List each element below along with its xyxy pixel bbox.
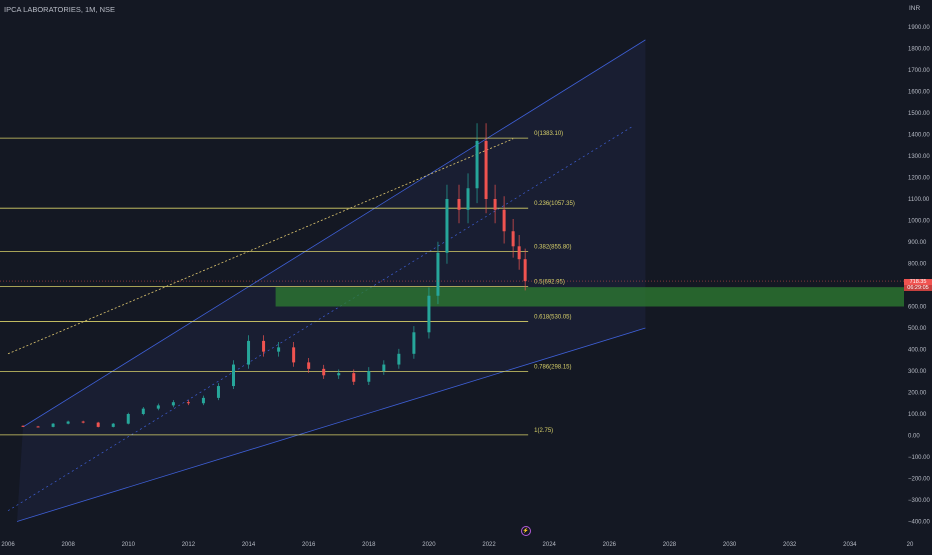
y-tick-label: 1300.00	[908, 154, 930, 160]
candle	[51, 423, 55, 427]
candle	[111, 423, 115, 427]
fib-label: 0.5(692.95)	[534, 280, 565, 286]
y-tick-label: 1500.00	[908, 111, 930, 117]
x-tick-label: 2008	[61, 542, 75, 548]
y-tick-label: 1400.00	[908, 133, 930, 139]
candle	[445, 199, 449, 253]
x-tick-label: 2014	[242, 542, 256, 548]
candle	[247, 340, 251, 365]
candle	[475, 140, 479, 189]
countdown-tag: 06:29:05	[904, 285, 932, 291]
candle	[427, 295, 431, 333]
demand-zone	[275, 287, 904, 307]
x-tick-label: 2030	[723, 542, 737, 548]
y-tick-label: 900.00	[908, 240, 927, 246]
y-tick-label: 0.00	[908, 434, 920, 440]
candle	[141, 408, 145, 414]
candle	[232, 364, 235, 387]
candle	[517, 246, 521, 260]
x-tick-label: 20	[907, 542, 914, 548]
event-marker-icon[interactable]: ⚡	[521, 526, 531, 536]
currency-label: INR	[909, 5, 921, 12]
y-tick-label: 1800.00	[908, 47, 930, 53]
candle	[484, 140, 488, 199]
channel-fill	[17, 39, 646, 522]
x-tick-label: 2028	[663, 542, 677, 548]
candle	[457, 199, 461, 210]
symbol-title: IPCA LABORATORIES, 1M, NSE	[4, 5, 116, 14]
fib-label: 0.382(855.80)	[534, 245, 571, 251]
candle	[367, 371, 371, 382]
candle	[126, 414, 130, 424]
channel-upper-line	[22, 39, 646, 428]
y-tick-label: −200.00	[908, 477, 931, 483]
candle	[307, 362, 311, 369]
x-tick-label: 2016	[302, 542, 316, 548]
fib-label: 0.236(1057.35)	[534, 201, 575, 207]
candle	[262, 340, 266, 352]
candle	[201, 397, 205, 404]
y-tick-label: 200.00	[908, 391, 927, 397]
candle	[216, 386, 220, 398]
y-tick-label: −300.00	[908, 498, 931, 504]
y-tick-label: 1100.00	[908, 197, 930, 203]
candle	[66, 421, 70, 424]
y-tick-label: −100.00	[908, 455, 931, 461]
fib-label: 0.786(298.15)	[534, 364, 571, 370]
candle	[511, 231, 515, 247]
y-tick-label: 1600.00	[908, 90, 930, 96]
x-tick-label: 2010	[122, 542, 136, 548]
candle	[493, 199, 497, 210]
channel-lower-line	[16, 327, 646, 522]
x-tick-label: 2032	[783, 542, 797, 548]
candle	[466, 188, 470, 210]
y-tick-label: 500.00	[908, 326, 927, 332]
y-tick-label: 1700.00	[908, 68, 930, 74]
x-tick-label: 2026	[603, 542, 617, 548]
candle	[171, 402, 175, 406]
x-tick-label: 2018	[362, 542, 376, 548]
candle	[436, 252, 440, 296]
y-tick-label: 400.00	[908, 348, 927, 354]
candle	[156, 405, 160, 409]
candle	[186, 402, 190, 404]
candle	[322, 368, 326, 376]
candle	[382, 364, 386, 371]
candle	[412, 332, 416, 354]
y-tick-label: 1000.00	[908, 219, 930, 225]
candle	[352, 373, 356, 382]
candle	[502, 209, 506, 232]
candle	[96, 422, 100, 427]
x-tick-label: 2020	[422, 542, 436, 548]
x-tick-label: 2034	[843, 542, 857, 548]
channel-mid-line	[7, 125, 634, 512]
candle	[81, 421, 85, 423]
candle	[523, 259, 527, 282]
candle	[337, 373, 341, 376]
fib-label: 0.618(530.05)	[534, 315, 571, 321]
x-tick-label: 2024	[543, 542, 557, 548]
candle	[36, 426, 40, 428]
candle	[277, 347, 281, 352]
y-tick-label: −400.00	[908, 520, 931, 526]
x-tick-label: 2006	[1, 542, 15, 548]
candle	[397, 353, 401, 365]
y-tick-label: 300.00	[908, 369, 927, 375]
y-tick-label: 600.00	[908, 305, 927, 311]
y-tick-label: 1900.00	[908, 25, 930, 31]
candle	[292, 347, 296, 363]
fib-label: 0(1383.10)	[534, 131, 563, 137]
fib-label: 1(2.75)	[534, 428, 553, 434]
x-tick-label: 2022	[482, 542, 496, 548]
last-price-tag: 718.35	[904, 279, 932, 285]
x-tick-label: 2012	[182, 542, 196, 548]
y-tick-label: 100.00	[908, 412, 927, 418]
y-tick-label: 1200.00	[908, 176, 930, 182]
y-tick-label: 800.00	[908, 262, 927, 268]
candle	[21, 425, 25, 427]
trend-dotted-line	[7, 138, 514, 355]
